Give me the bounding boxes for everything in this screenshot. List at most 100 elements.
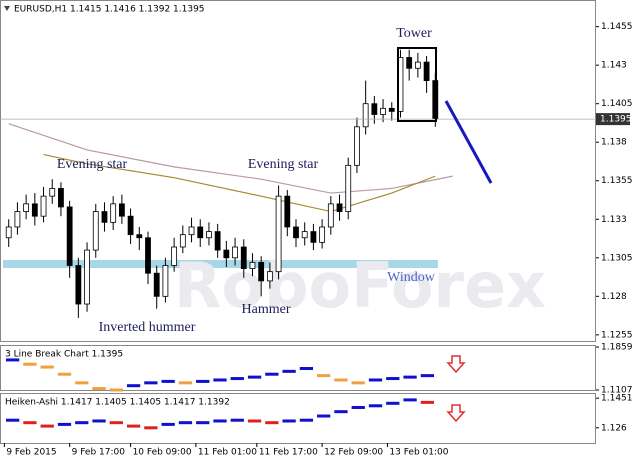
candle-body: [179, 234, 186, 248]
header-icon: [4, 6, 10, 11]
candle-body: [58, 188, 64, 208]
y-tick-label: 1.126: [601, 423, 627, 433]
indicator-mark: [420, 374, 434, 378]
indicator-mark: [213, 378, 227, 382]
current-price-label: 1.1395: [600, 115, 632, 125]
indicator-mark: [126, 424, 141, 428]
indicator-mark: [109, 388, 123, 392]
trend-arrow: [444, 100, 493, 184]
candle-body: [414, 61, 421, 69]
indicator-mark: [403, 398, 417, 402]
candle-body: [153, 272, 160, 297]
y-tick-label: 1.128: [601, 292, 627, 302]
candle-body: [258, 262, 265, 282]
x-tick-label: 11 Feb 01:00: [198, 448, 257, 458]
candle-body: [162, 265, 169, 297]
indicator-mark: [75, 381, 89, 385]
y-tick-label: 1.143: [601, 61, 627, 71]
candle-body: [5, 226, 12, 239]
candle-body: [327, 203, 334, 228]
indicator-mark: [40, 424, 54, 428]
candle-body: [301, 231, 308, 239]
indicator-mark: [109, 421, 123, 425]
indicator-mark: [317, 414, 331, 418]
indicator-mark: [334, 378, 348, 382]
indicator-mark: [126, 384, 141, 388]
candle-body: [14, 211, 21, 228]
candle-body: [136, 234, 143, 239]
indicator-mark: [23, 421, 37, 425]
y-tick-label: 1.1859: [601, 343, 633, 353]
indicator-mark: [161, 422, 175, 426]
indicator-mark: [403, 375, 417, 379]
x-tick-label: 11 Feb 17:00: [259, 448, 318, 458]
chart-title: EURUSD,H1 1.1415 1.1416 1.1392 1.1395: [14, 5, 205, 15]
candle-body: [336, 203, 343, 212]
y-tick-label: 1.1405: [601, 99, 633, 109]
x-tick-label: 13 Feb 01:00: [389, 448, 448, 458]
down-arrow: [446, 404, 466, 423]
x-tick-label: 9 Feb 17:00: [72, 448, 126, 458]
candle-body: [171, 246, 178, 266]
candle-body: [371, 103, 378, 115]
candle-body: [293, 226, 299, 239]
indicator-mark: [6, 418, 20, 422]
candle-body: [380, 107, 386, 115]
candle-body: [275, 195, 282, 273]
line-break-panel: [0, 345, 596, 391]
down-arrow: [446, 355, 466, 374]
candle-body: [223, 249, 230, 259]
indicator-mark: [247, 419, 262, 423]
candle-body: [284, 195, 291, 228]
indicator-mark: [420, 400, 434, 404]
candle-body: [145, 237, 151, 274]
indicator-mark: [57, 372, 72, 376]
candle-body: [388, 107, 395, 112]
panel-title: 3 Line Break Chart 1.1395: [5, 350, 123, 360]
moving-average: [43, 153, 436, 213]
indicator-mark: [230, 377, 244, 381]
indicator-mark: [196, 421, 210, 425]
candle-body: [75, 265, 82, 305]
indicator-mark: [230, 418, 244, 422]
candle-body: [240, 246, 247, 269]
x-tick-label: 12 Feb 09:00: [324, 448, 383, 458]
candle-body: [40, 195, 47, 217]
candle-body: [31, 203, 38, 217]
y-tick-label: 1.1305: [601, 253, 633, 263]
indicator-mark: [144, 426, 158, 430]
candle-body: [214, 231, 221, 251]
indicator-mark: [282, 369, 296, 373]
annotation: Window: [387, 270, 436, 285]
candle-body: [206, 231, 212, 239]
candle-body: [188, 226, 195, 236]
candle-body: [345, 164, 352, 212]
indicator-mark: [299, 367, 314, 370]
moving-average: [8, 123, 453, 194]
candle-body: [110, 203, 117, 223]
candle-body: [118, 203, 125, 217]
tower-box: [397, 47, 437, 122]
candle-body: [266, 271, 273, 282]
indicator-mark: [178, 381, 193, 385]
annotation: Evening star: [57, 157, 128, 172]
indicator-mark: [6, 358, 20, 362]
candle-body: [249, 262, 256, 269]
candle-body: [423, 61, 430, 81]
candle-body: [84, 249, 90, 305]
indicator-mark: [386, 401, 400, 405]
indicator-mark: [57, 422, 72, 426]
indicator-mark: [92, 387, 106, 391]
indicator-mark: [247, 375, 262, 379]
candle-body: [232, 246, 238, 259]
indicator-mark: [161, 379, 175, 383]
indicator-mark: [265, 421, 279, 425]
indicator-mark: [23, 362, 37, 366]
indicator-mark: [368, 404, 383, 408]
candle-body: [92, 211, 99, 251]
indicator-mark: [334, 410, 348, 414]
candle-body: [310, 231, 317, 243]
y-tick-label: 1.1451: [601, 394, 633, 404]
candle-body: [354, 126, 360, 166]
indicator-mark: [75, 421, 89, 425]
